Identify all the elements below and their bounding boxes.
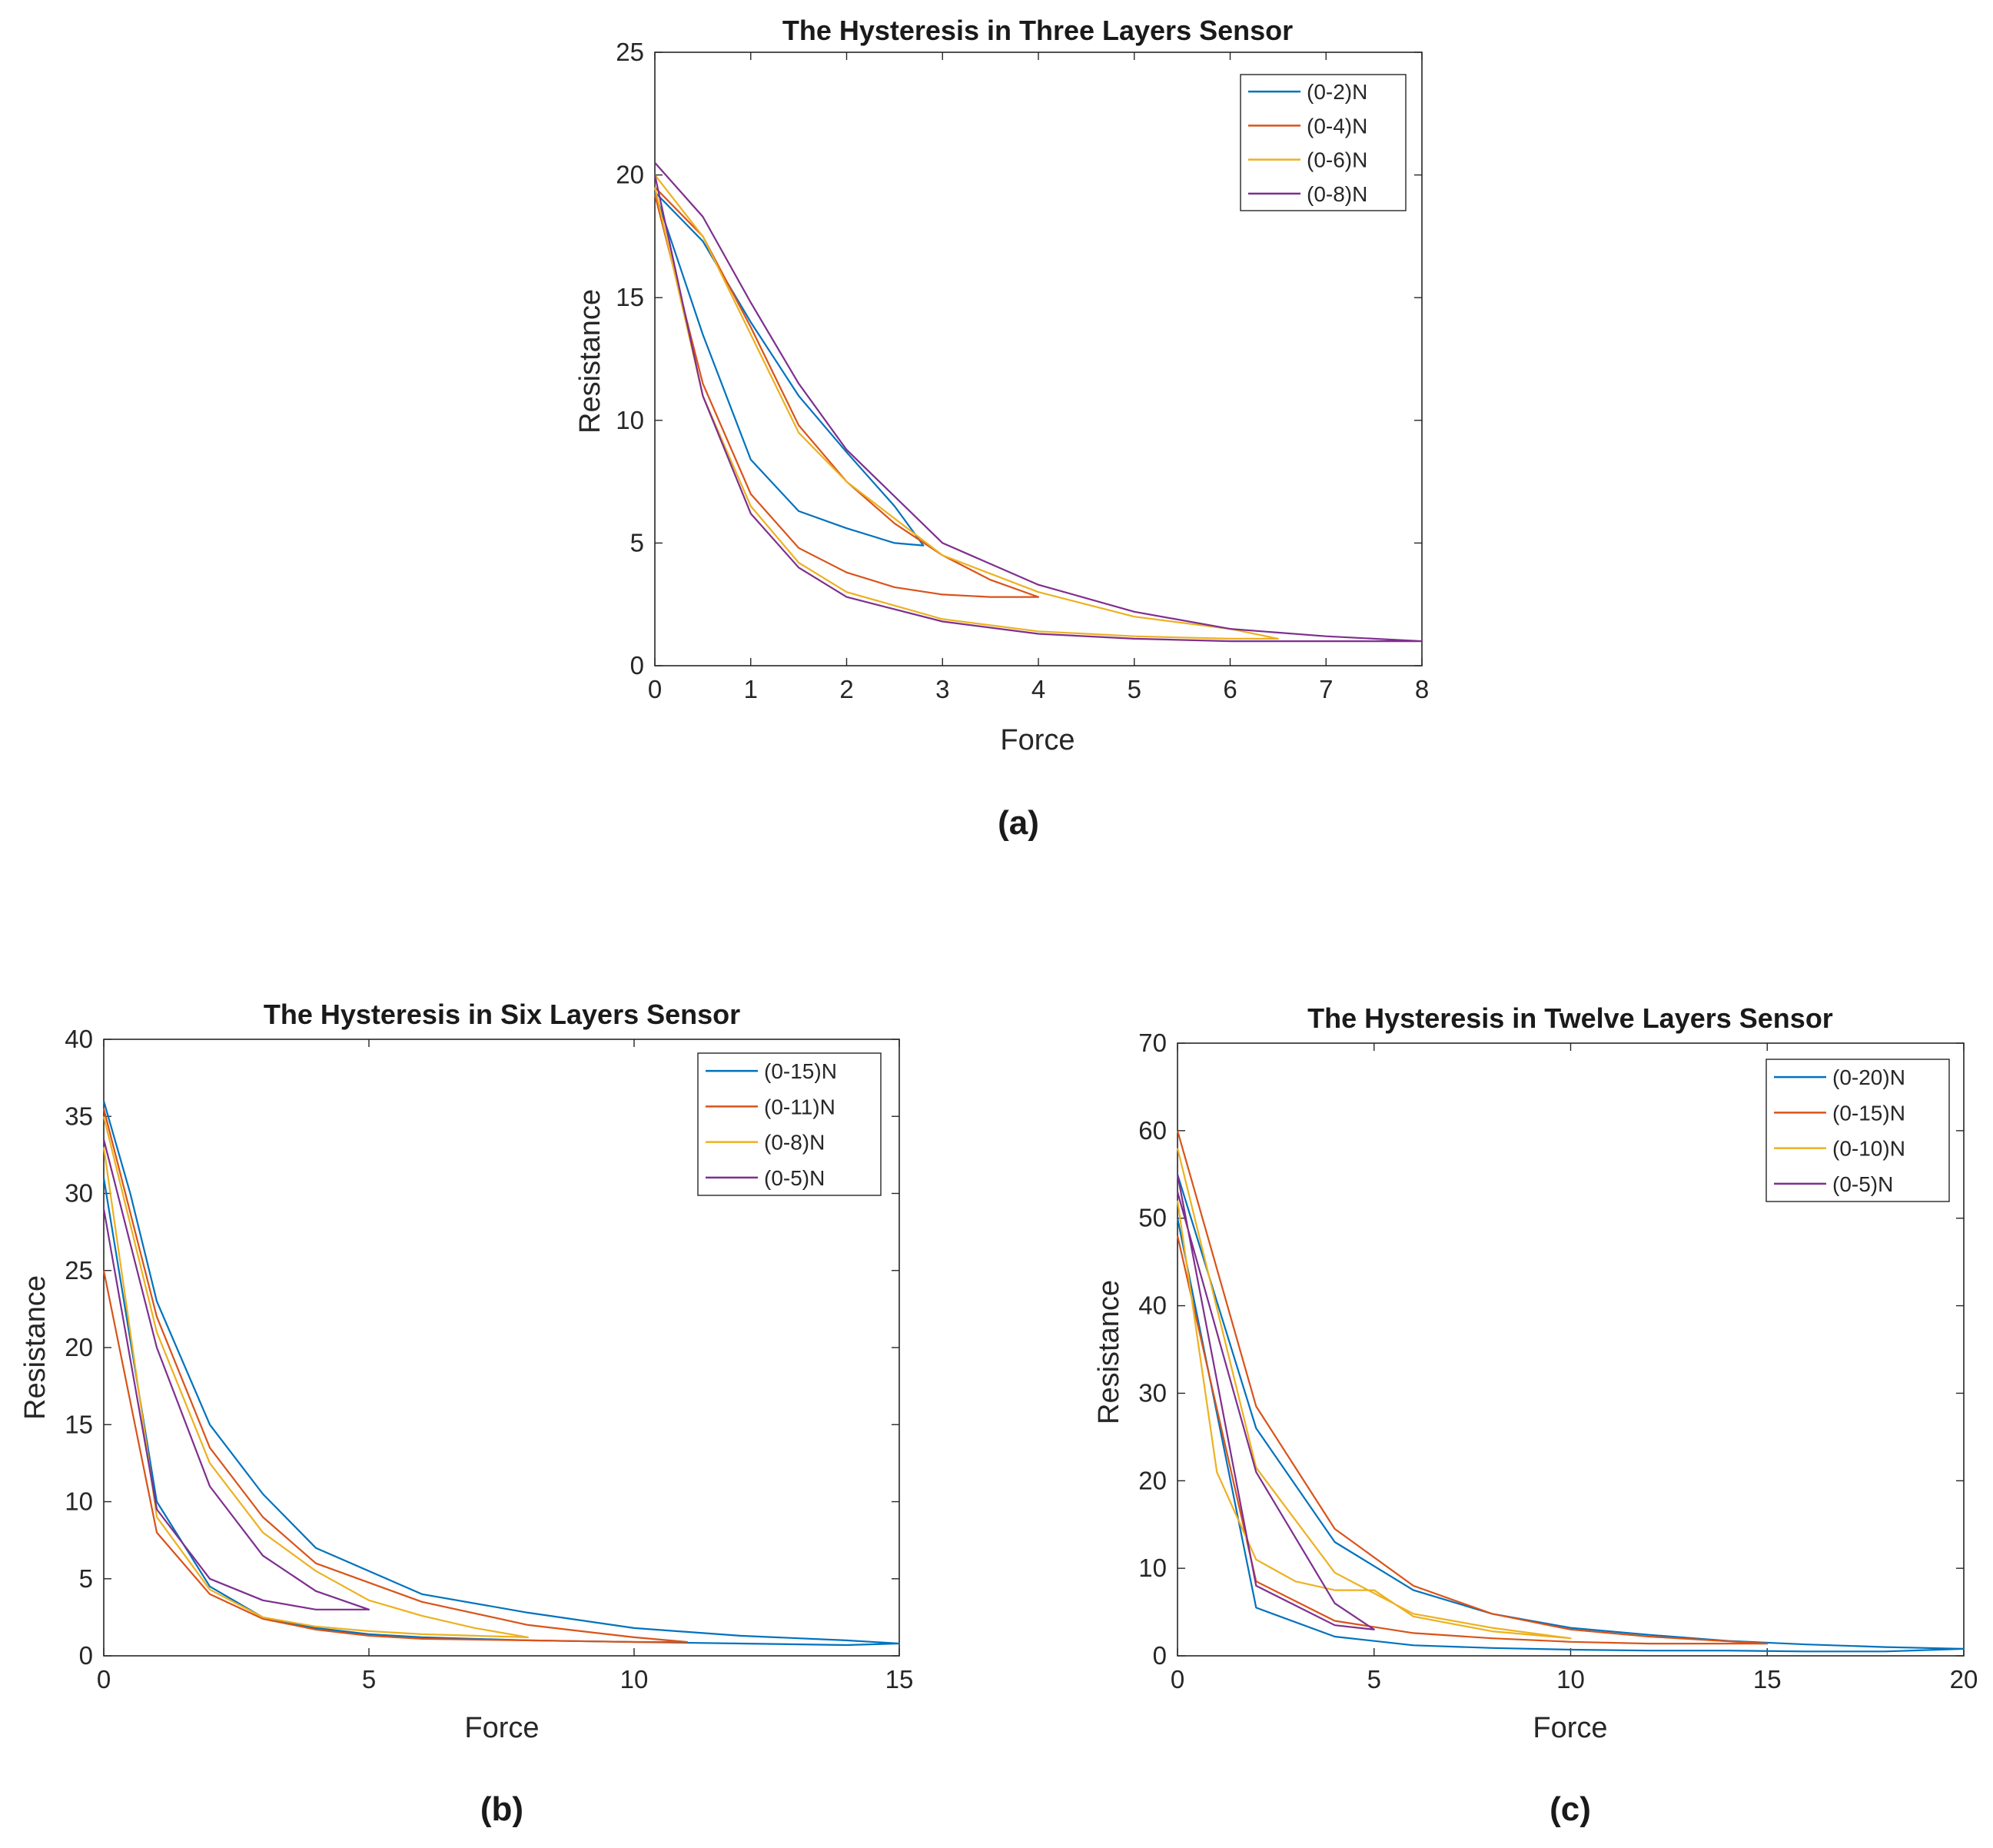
x-tick-label: 10: [620, 1665, 649, 1693]
legend-entry: (0-8)N: [764, 1131, 825, 1155]
chart-title: The Hysteresis in Three Layers Sensor: [782, 15, 1293, 46]
panel-label-a: (a): [998, 804, 1039, 842]
legend-entry: (0-6)N: [1307, 148, 1367, 172]
chart-title: The Hysteresis in Six Layers Sensor: [264, 999, 740, 1030]
y-tick-label: 0: [1153, 1641, 1167, 1670]
y-tick-label: 30: [65, 1179, 93, 1208]
y-tick-label: 5: [630, 528, 644, 557]
panel-label-c: (c): [1550, 1790, 1591, 1828]
plot-area: 0 5 10 15 0 5 10 15 20 25 30 35 40 (0-15)N (0-11)N (0-8…: [65, 1025, 913, 1693]
x-tick-label: 5: [362, 1665, 376, 1693]
chart-title: The Hysteresis in Twelve Layers Sensor: [1307, 1002, 1833, 1034]
y-axis-label: Resistance: [574, 289, 606, 434]
legend-box: [697, 1052, 882, 1196]
series-line: [102, 1108, 689, 1644]
x-tick-label: 6: [1223, 675, 1237, 703]
chart-twelve-layers: The Hysteresis in Twelve Layers Sensor F…: [1093, 1002, 1978, 1744]
series-line: [653, 186, 1040, 598]
legend: (0-20)N (0-15)N (0-10)N (0-5)N: [1765, 1059, 1950, 1202]
y-tick-label: 40: [65, 1025, 93, 1053]
y-axis-label: Resistance: [19, 1275, 51, 1420]
y-tick-label: 10: [616, 406, 644, 434]
y-tick-label: 25: [65, 1256, 93, 1285]
series-line: [1176, 1148, 1572, 1640]
legend-entry: (0-10)N: [1832, 1137, 1905, 1161]
y-tick-label: 70: [1138, 1029, 1167, 1057]
x-tick-label: 8: [1415, 675, 1429, 703]
series-line: [1176, 1174, 1965, 1653]
legend-entry: (0-2)N: [1307, 80, 1367, 104]
x-tick-label: 4: [1031, 675, 1045, 703]
series-line: [653, 174, 1280, 640]
y-tick-label: 25: [616, 38, 644, 66]
x-tick-label: 2: [839, 675, 853, 703]
legend-entry: (0-5)N: [764, 1166, 825, 1190]
chart-three-layers: The Hysteresis in Three Layers Sensor Fo…: [574, 15, 1429, 756]
x-tick-label: 0: [97, 1665, 111, 1693]
panel-label-b: (b): [480, 1790, 523, 1828]
legend: (0-2)N (0-4)N (0-6)N (0-8)N: [1240, 74, 1407, 211]
y-tick-label: 15: [616, 283, 644, 311]
series-line: [653, 161, 1423, 643]
legend-entry: (0-20)N: [1832, 1065, 1905, 1089]
y-tick-label: 10: [65, 1487, 93, 1516]
y-tick-label: 60: [1138, 1116, 1167, 1145]
legend-entry: (0-15)N: [1832, 1101, 1905, 1125]
y-tick-label: 35: [65, 1102, 93, 1130]
series-line: [102, 1139, 370, 1610]
y-tick-label: 0: [79, 1641, 93, 1670]
x-tick-label: 10: [1556, 1665, 1585, 1693]
legend-box: [1765, 1059, 1950, 1202]
legend-entry: (0-11)N: [764, 1095, 835, 1118]
legend-entry: (0-4)N: [1307, 114, 1367, 138]
x-tick-label: 3: [935, 675, 949, 703]
series-line: [653, 191, 925, 547]
x-tick-label: 15: [885, 1665, 914, 1693]
series-line: [1176, 1174, 1375, 1630]
y-axis-label: Resistance: [1093, 1280, 1125, 1424]
x-tick-label: 5: [1367, 1665, 1381, 1693]
x-tick-label: 20: [1950, 1665, 1978, 1693]
y-tick-label: 20: [1138, 1466, 1167, 1494]
plot-area: 0 5 10 15 20010203040506070(0-20)N(0-15)N(0-…: [1138, 1029, 1978, 1693]
legend-entry: (0-15)N: [764, 1059, 837, 1083]
x-tick-label: 1: [744, 675, 758, 703]
y-tick-label: 50: [1138, 1204, 1167, 1232]
y-tick-label: 10: [1138, 1554, 1167, 1582]
series-line: [102, 1116, 530, 1638]
x-tick-label: 7: [1319, 675, 1333, 703]
chart-six-layers: The Hysteresis in Six Layers Sensor Forc…: [19, 999, 913, 1744]
legend: (0-15)N (0-11)N (0-8)N (0-5)N: [697, 1052, 882, 1196]
legend-entry: (0-5)N: [1832, 1172, 1893, 1196]
y-tick-label: 5: [79, 1564, 93, 1593]
x-tick-label: 5: [1128, 675, 1141, 703]
x-axis-label: Force: [1000, 724, 1075, 756]
y-tick-label: 30: [1138, 1378, 1167, 1407]
y-tick-label: 0: [630, 651, 644, 680]
x-tick-label: 0: [648, 675, 662, 703]
series-line: [1176, 1130, 1769, 1645]
x-axis-label: Force: [1533, 1712, 1607, 1744]
x-axis-label: Force: [464, 1712, 539, 1744]
x-tick-label: 0: [1171, 1665, 1184, 1693]
plot-area: 0 1 2 3 4 5 6 7 80510152025(0-2)N(0-4)N(0-6)N(0-…: [616, 38, 1429, 703]
x-tick-label: 15: [1753, 1665, 1782, 1693]
y-tick-label: 15: [65, 1410, 93, 1438]
y-tick-label: 20: [616, 161, 644, 189]
y-tick-label: 40: [1138, 1291, 1167, 1320]
legend-box: [1240, 74, 1407, 211]
series-line: [102, 1100, 901, 1647]
legend-entry: (0-8)N: [1307, 182, 1367, 206]
y-tick-label: 20: [65, 1333, 93, 1361]
